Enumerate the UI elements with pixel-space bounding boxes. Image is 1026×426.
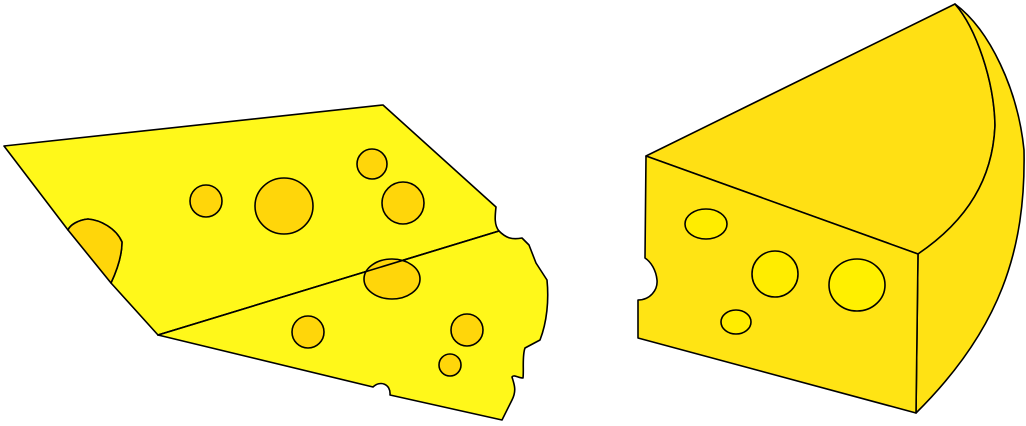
slice-hole (450, 313, 484, 347)
wedge-rind (915, 3, 1025, 414)
slice-hole (189, 184, 223, 218)
wedge-hole (751, 250, 799, 298)
wedge-hole (720, 309, 752, 335)
cheese-wedge (637, 3, 1025, 414)
upper-slice-notch (67, 218, 123, 284)
wedge-hole (828, 258, 886, 312)
slice-hole (363, 258, 421, 300)
cheese-slices (3, 104, 549, 421)
slice-hole (254, 177, 314, 235)
slice-hole (381, 181, 425, 225)
wedge-hole (684, 208, 728, 240)
slice-divider (157, 230, 500, 336)
slice-hole (438, 353, 462, 377)
slice-hole (356, 148, 388, 180)
slice-hole (291, 315, 325, 349)
